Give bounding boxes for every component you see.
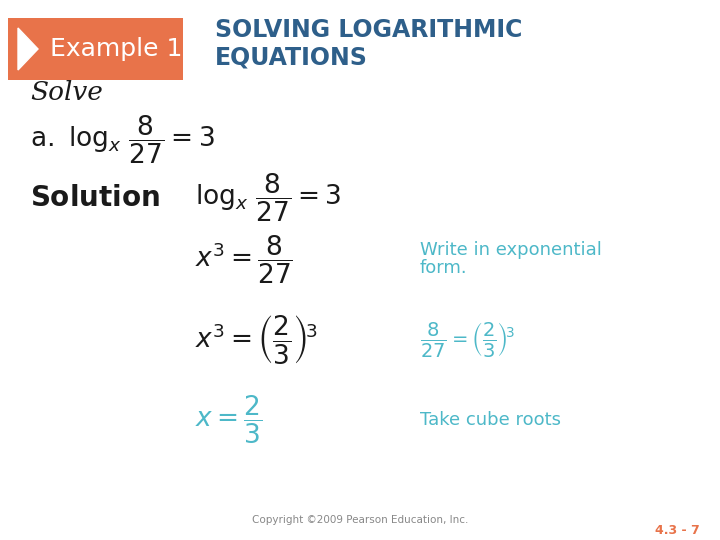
Text: EQUATIONS: EQUATIONS	[215, 45, 368, 69]
Text: $x^3 = \left(\dfrac{2}{3}\right)^{\!3}$: $x^3 = \left(\dfrac{2}{3}\right)^{\!3}$	[195, 314, 318, 367]
Text: $\dfrac{8}{27} = \left(\dfrac{2}{3}\right)^{\!3}$: $\dfrac{8}{27} = \left(\dfrac{2}{3}\righ…	[420, 321, 516, 360]
Text: $\mathrm{log}_{x}\ \dfrac{8}{27} = 3$: $\mathrm{log}_{x}\ \dfrac{8}{27} = 3$	[195, 172, 341, 224]
Text: Copyright ©2009 Pearson Education, Inc.: Copyright ©2009 Pearson Education, Inc.	[252, 515, 468, 525]
Text: $x = \dfrac{2}{3}$: $x = \dfrac{2}{3}$	[195, 394, 263, 446]
Text: SOLVING LOGARITHMIC: SOLVING LOGARITHMIC	[215, 18, 523, 42]
Text: Example 1: Example 1	[50, 37, 182, 61]
Text: Take cube roots: Take cube roots	[420, 411, 561, 429]
Text: $\mathbf{Solution}$: $\mathbf{Solution}$	[30, 185, 160, 212]
Text: 4.3 - 7: 4.3 - 7	[655, 523, 700, 537]
Text: Solve: Solve	[30, 79, 103, 105]
Text: form.: form.	[420, 259, 467, 277]
Text: Write in exponential: Write in exponential	[420, 241, 602, 259]
Text: $\mathrm{a.\ log}_{x}\ \dfrac{8}{27} = 3$: $\mathrm{a.\ log}_{x}\ \dfrac{8}{27} = 3…	[30, 114, 215, 166]
FancyBboxPatch shape	[8, 18, 183, 80]
Text: $x^3 = \dfrac{8}{27}$: $x^3 = \dfrac{8}{27}$	[195, 234, 293, 286]
Polygon shape	[18, 28, 38, 70]
